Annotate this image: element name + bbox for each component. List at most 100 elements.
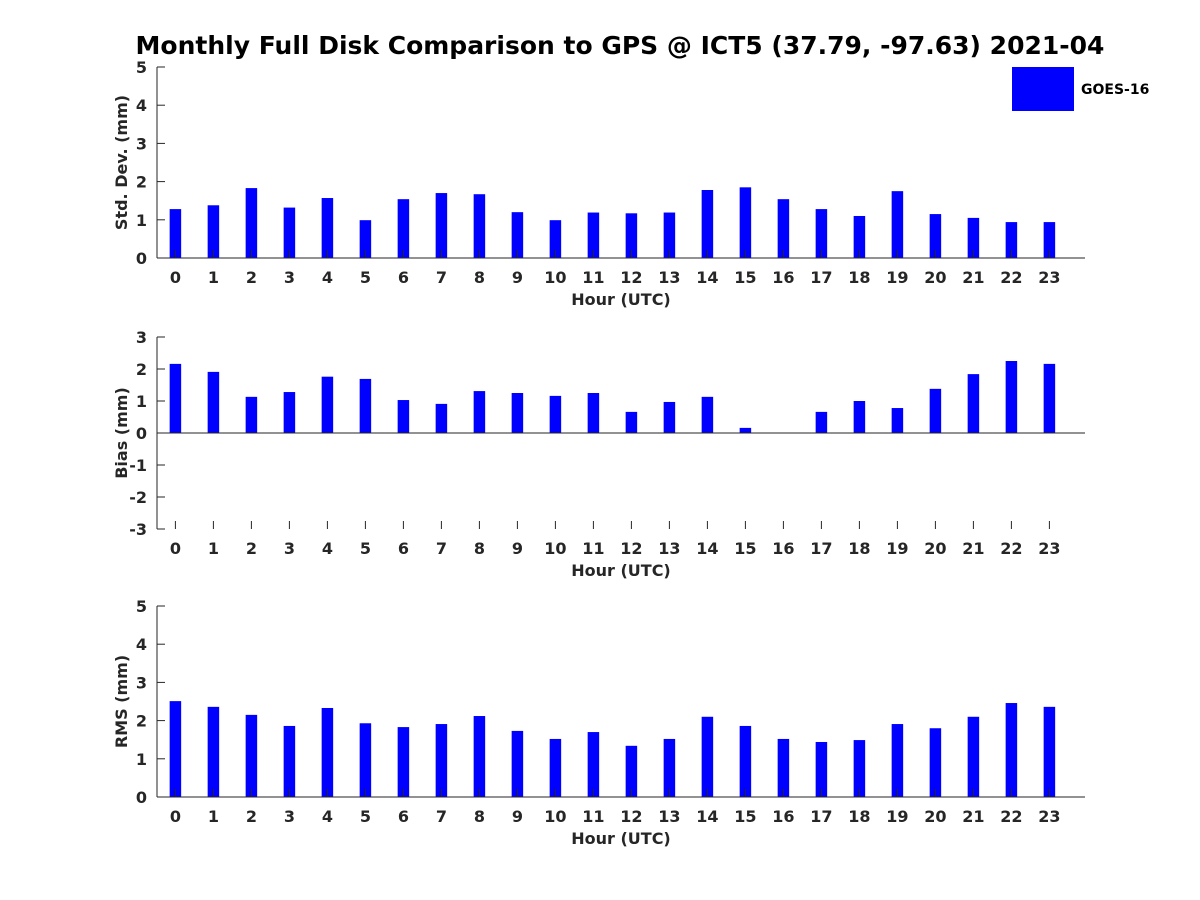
x-tick-label-panel1: 20 xyxy=(924,268,946,287)
bar-panel3-hour-22 xyxy=(1005,703,1018,797)
bar-panel1-hour-3 xyxy=(283,207,296,258)
y-tick-label-panel2: -1 xyxy=(129,456,147,475)
x-tick-label-panel2: 15 xyxy=(734,539,756,558)
x-tick-label-panel2: 8 xyxy=(474,539,485,558)
x-tick-label-panel2: 3 xyxy=(284,539,295,558)
x-tick-label-panel1: 17 xyxy=(810,268,832,287)
bar-panel3-hour-3 xyxy=(283,725,296,797)
y-tick-label-panel3: 4 xyxy=(136,635,147,654)
bar-panel1-hour-18 xyxy=(853,215,866,258)
legend: GOES-16 xyxy=(1012,67,1149,111)
x-tick-label-panel2: 11 xyxy=(582,539,604,558)
y-tick-label-panel2: -2 xyxy=(129,488,147,507)
bar-panel1-hour-16 xyxy=(777,199,790,258)
x-tick-label-panel1: 9 xyxy=(512,268,523,287)
x-tick-label-panel3: 11 xyxy=(582,807,604,826)
y-tick-label-panel3: 5 xyxy=(136,597,147,616)
x-tick-label-panel3: 22 xyxy=(1000,807,1022,826)
y-tick-label-panel3: 0 xyxy=(136,788,147,807)
x-tick-label-panel1: 10 xyxy=(544,268,566,287)
bar-panel1-hour-14 xyxy=(701,190,714,258)
bar-panel1-hour-2 xyxy=(245,188,258,258)
bar-panel2-hour-22 xyxy=(1005,361,1018,433)
bar-panel2-hour-23 xyxy=(1043,363,1056,433)
x-tick-label-panel1: 23 xyxy=(1038,268,1060,287)
x-tick-label-panel3: 21 xyxy=(962,807,984,826)
x-tick-label-panel3: 17 xyxy=(810,807,832,826)
x-tick-label-panel2: 10 xyxy=(544,539,566,558)
bar-panel1-hour-8 xyxy=(473,194,486,258)
bar-panel3-hour-13 xyxy=(663,738,676,797)
x-tick-label-panel1: 1 xyxy=(208,268,219,287)
x-tick-label-panel1: 21 xyxy=(962,268,984,287)
bar-panel2-hour-4 xyxy=(321,376,334,433)
x-tick-label-panel1: 8 xyxy=(474,268,485,287)
bar-panel1-hour-12 xyxy=(625,213,638,258)
y-tick-label-panel3: 2 xyxy=(136,712,147,731)
x-tick-label-panel2: 13 xyxy=(658,539,680,558)
y-tick-label-panel3: 1 xyxy=(136,750,147,769)
bar-panel3-hour-8 xyxy=(473,716,486,797)
x-tick-label-panel1: 13 xyxy=(658,268,680,287)
bar-panel2-hour-21 xyxy=(967,374,980,433)
x-tick-label-panel3: 5 xyxy=(360,807,371,826)
x-tick-label-panel3: 9 xyxy=(512,807,523,826)
bar-panel1-hour-1 xyxy=(207,205,220,258)
x-tick-label-panel3: 7 xyxy=(436,807,447,826)
x-tick-label-panel2: 0 xyxy=(170,539,181,558)
bar-panel3-hour-9 xyxy=(511,730,524,797)
x-tick-label-panel1: 7 xyxy=(436,268,447,287)
bar-panel1-hour-0 xyxy=(169,209,182,258)
x-tick-label-panel3: 13 xyxy=(658,807,680,826)
bar-panel2-hour-1 xyxy=(207,371,220,433)
bar-panel2-hour-19 xyxy=(891,408,904,433)
bar-panel1-hour-4 xyxy=(321,198,334,258)
x-tick-label-panel3: 19 xyxy=(886,807,908,826)
x-tick-label-panel3: 18 xyxy=(848,807,870,826)
y-tick-label-panel2: 2 xyxy=(136,360,147,379)
bar-panel1-hour-15 xyxy=(739,187,752,258)
x-tick-label-panel2: 6 xyxy=(398,539,409,558)
bar-panel3-hour-5 xyxy=(359,723,372,797)
bar-panel3-hour-15 xyxy=(739,725,752,797)
x-tick-label-panel2: 7 xyxy=(436,539,447,558)
x-tick-label-panel3: 2 xyxy=(246,807,257,826)
x-tick-label-panel2: 21 xyxy=(962,539,984,558)
bar-panel1-hour-11 xyxy=(587,212,600,258)
x-tick-label-panel2: 22 xyxy=(1000,539,1022,558)
x-tick-label-panel2: 23 xyxy=(1038,539,1060,558)
bar-panel3-hour-11 xyxy=(587,732,600,797)
bar-panel1-hour-13 xyxy=(663,212,676,258)
y-tick-label-panel2: 1 xyxy=(136,392,147,411)
bar-panel2-hour-0 xyxy=(169,363,182,433)
x-tick-label-panel1: 19 xyxy=(886,268,908,287)
bar-panel1-hour-19 xyxy=(891,191,904,258)
y-axis-label-panel3: RMS (mm) xyxy=(112,655,131,748)
y-tick-label-panel3: 3 xyxy=(136,673,147,692)
y-tick-label-panel1: 1 xyxy=(136,211,147,230)
x-tick-label-panel1: 22 xyxy=(1000,268,1022,287)
y-axis-label-panel1: Std. Dev. (mm) xyxy=(112,95,131,230)
bar-panel3-hour-14 xyxy=(701,716,714,797)
bar-panel2-hour-20 xyxy=(929,388,942,433)
x-tick-label-panel1: 15 xyxy=(734,268,756,287)
bar-panel3-hour-6 xyxy=(397,727,410,797)
x-tick-label-panel3: 3 xyxy=(284,807,295,826)
x-tick-label-panel3: 1 xyxy=(208,807,219,826)
bar-panel2-hour-18 xyxy=(853,401,866,433)
x-tick-label-panel3: 14 xyxy=(696,807,718,826)
x-tick-label-panel2: 12 xyxy=(620,539,642,558)
bar-panel1-hour-7 xyxy=(435,193,448,258)
bar-panel3-hour-10 xyxy=(549,738,562,797)
x-tick-label-panel1: 6 xyxy=(398,268,409,287)
bar-panel2-hour-17 xyxy=(815,411,828,433)
y-tick-label-panel1: 3 xyxy=(136,134,147,153)
bar-panel1-hour-22 xyxy=(1005,222,1018,258)
bar-panel3-hour-19 xyxy=(891,724,904,797)
y-axis-label-panel2: Bias (mm) xyxy=(112,387,131,479)
bar-panel3-hour-1 xyxy=(207,706,220,797)
bar-panel2-hour-10 xyxy=(549,395,562,433)
